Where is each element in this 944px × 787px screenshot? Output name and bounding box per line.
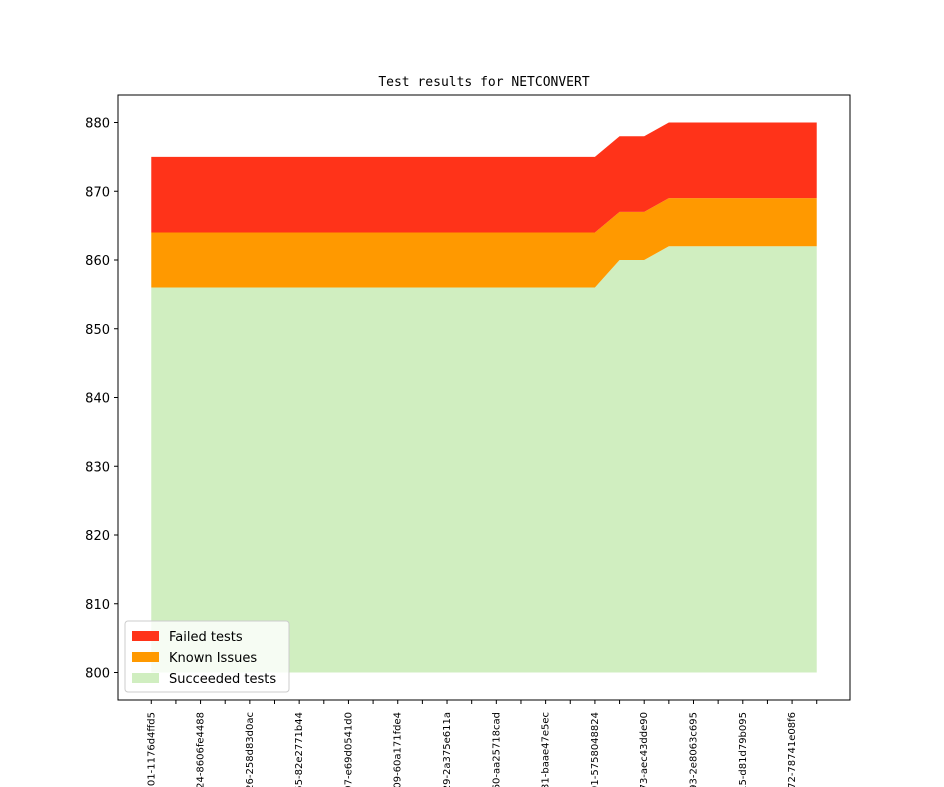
- legend-label: Known Issues: [169, 651, 257, 666]
- y-tick-label: 830: [85, 460, 110, 475]
- area: [151, 122, 817, 233]
- y-tick-label: 870: [85, 185, 110, 200]
- y-tick-label: 820: [85, 529, 110, 544]
- legend-box: [124, 620, 290, 693]
- x-tick-label: 55-82e2771b44: [294, 712, 305, 787]
- area: [151, 198, 817, 288]
- x-tick-label: 97-e69d0541d0: [343, 712, 354, 787]
- y-tick-label: 810: [85, 598, 110, 613]
- y-tick-label: 840: [85, 392, 110, 407]
- y-tick-label: 860: [85, 254, 110, 269]
- x-tick-label: 31-baae47e5ec: [541, 712, 552, 787]
- x-tick-label: 24-8606fe4488: [196, 712, 207, 787]
- x-tick-label: 60-aa25718cad: [491, 712, 502, 787]
- x-tick-label: 01-1176d4ffd5: [146, 712, 157, 786]
- legend: Failed tests Known Issues Succeeded tests: [124, 620, 290, 693]
- x-tick-label: 91-5758048824: [590, 712, 601, 787]
- x-tick-label: 09-60a171fde4: [393, 712, 404, 787]
- x-tick-label: 93-2e8063c695: [688, 712, 699, 787]
- x-tick-label: 26-258d83d0ac: [245, 712, 256, 787]
- y-tick-label: 800: [85, 667, 110, 682]
- x-tick-label: 29-2a375e611a: [442, 712, 453, 787]
- y-tick-label: 850: [85, 323, 110, 338]
- x-tick-label: 73-aec43dde90: [639, 712, 650, 787]
- legend-label: Failed tests: [169, 630, 243, 645]
- y-tick-label: 880: [85, 117, 110, 132]
- area: [151, 246, 817, 673]
- legend-swatch: [132, 652, 159, 662]
- legend-label: Succeeded tests: [169, 672, 276, 687]
- x-tick-label: 72-78741e08f6: [787, 712, 798, 787]
- legend-swatch: [132, 631, 159, 641]
- chart-title: Test results for NETCONVERT: [378, 75, 589, 90]
- x-tick-label: 15-d81d79b095: [738, 712, 749, 787]
- legend-swatch: [132, 673, 159, 683]
